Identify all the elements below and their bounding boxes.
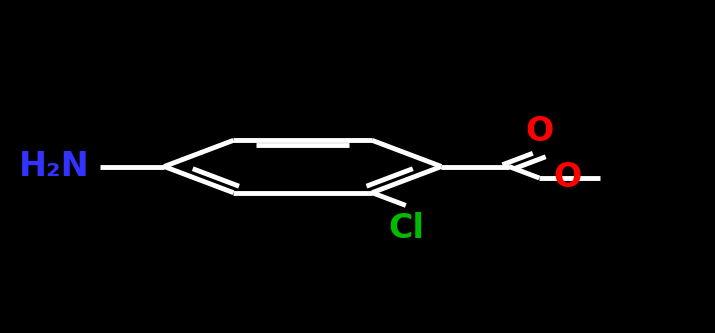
Text: Cl: Cl (388, 212, 424, 245)
Text: H₂N: H₂N (19, 150, 89, 183)
Text: O: O (525, 115, 553, 149)
Text: O: O (553, 162, 582, 194)
